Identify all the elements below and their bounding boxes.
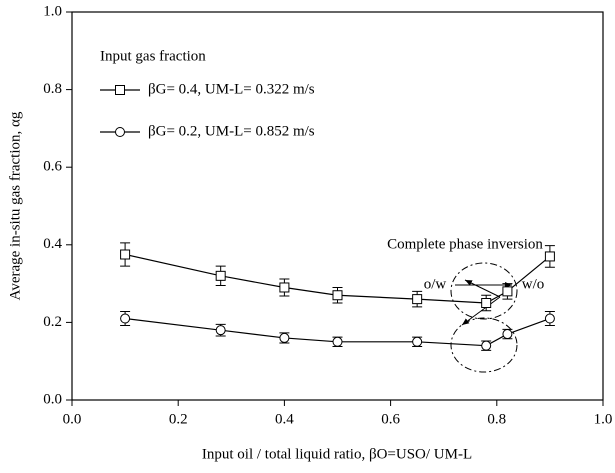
highlight-ellipse: [450, 317, 518, 373]
arrow: [461, 296, 501, 326]
data-point: [120, 313, 131, 324]
annotation: w/o: [522, 276, 545, 292]
data-point: [502, 286, 513, 297]
y-tick-label: 0.2: [43, 314, 62, 330]
data-point: [502, 329, 513, 340]
highlight-ellipse: [450, 262, 518, 320]
data-point: [481, 340, 492, 351]
y-tick-label: 0.6: [43, 159, 62, 175]
y-tick-label: 0.0: [43, 391, 62, 407]
legend-marker: [115, 127, 125, 137]
data-point: [412, 294, 423, 305]
x-tick-label: 0.4: [275, 411, 294, 427]
annotation: o/w: [424, 276, 447, 292]
data-point: [481, 298, 492, 308]
data-point: [215, 325, 226, 336]
x-tick-label: 0.0: [63, 411, 82, 427]
x-tick-label: 1.0: [594, 411, 613, 427]
legend-title: Input gas fraction: [100, 48, 206, 64]
x-tick-label: 0.2: [169, 411, 188, 427]
data-point: [279, 332, 290, 343]
data-point: [544, 251, 555, 262]
x-tick-label: 0.6: [381, 411, 400, 427]
data-point: [120, 249, 131, 260]
data-point: [215, 270, 226, 281]
y-tick-label: 1.0: [43, 3, 62, 19]
legend-label: βG= 0.2, UM-L= 0.852 m/s: [148, 123, 315, 139]
x-axis-label: Input oil / total liquid ratio, βO=USO/ …: [202, 446, 472, 462]
x-tick-label: 0.8: [487, 411, 506, 427]
y-tick-label: 0.4: [43, 236, 62, 252]
data-point: [332, 290, 343, 301]
y-axis-label: Average in-situ gas fraction, αg: [7, 111, 23, 300]
plot-frame: [71, 11, 604, 401]
data-point: [279, 282, 290, 293]
arrow: [464, 279, 501, 298]
legend-label: βG= 0.4, UM-L= 0.322 m/s: [148, 81, 315, 97]
y-tick-label: 0.8: [43, 81, 62, 97]
data-point: [412, 336, 423, 347]
legend-marker: [115, 85, 125, 95]
data-point: [332, 336, 343, 347]
annotation: Complete phase inversion: [387, 236, 543, 252]
data-point: [544, 313, 555, 324]
